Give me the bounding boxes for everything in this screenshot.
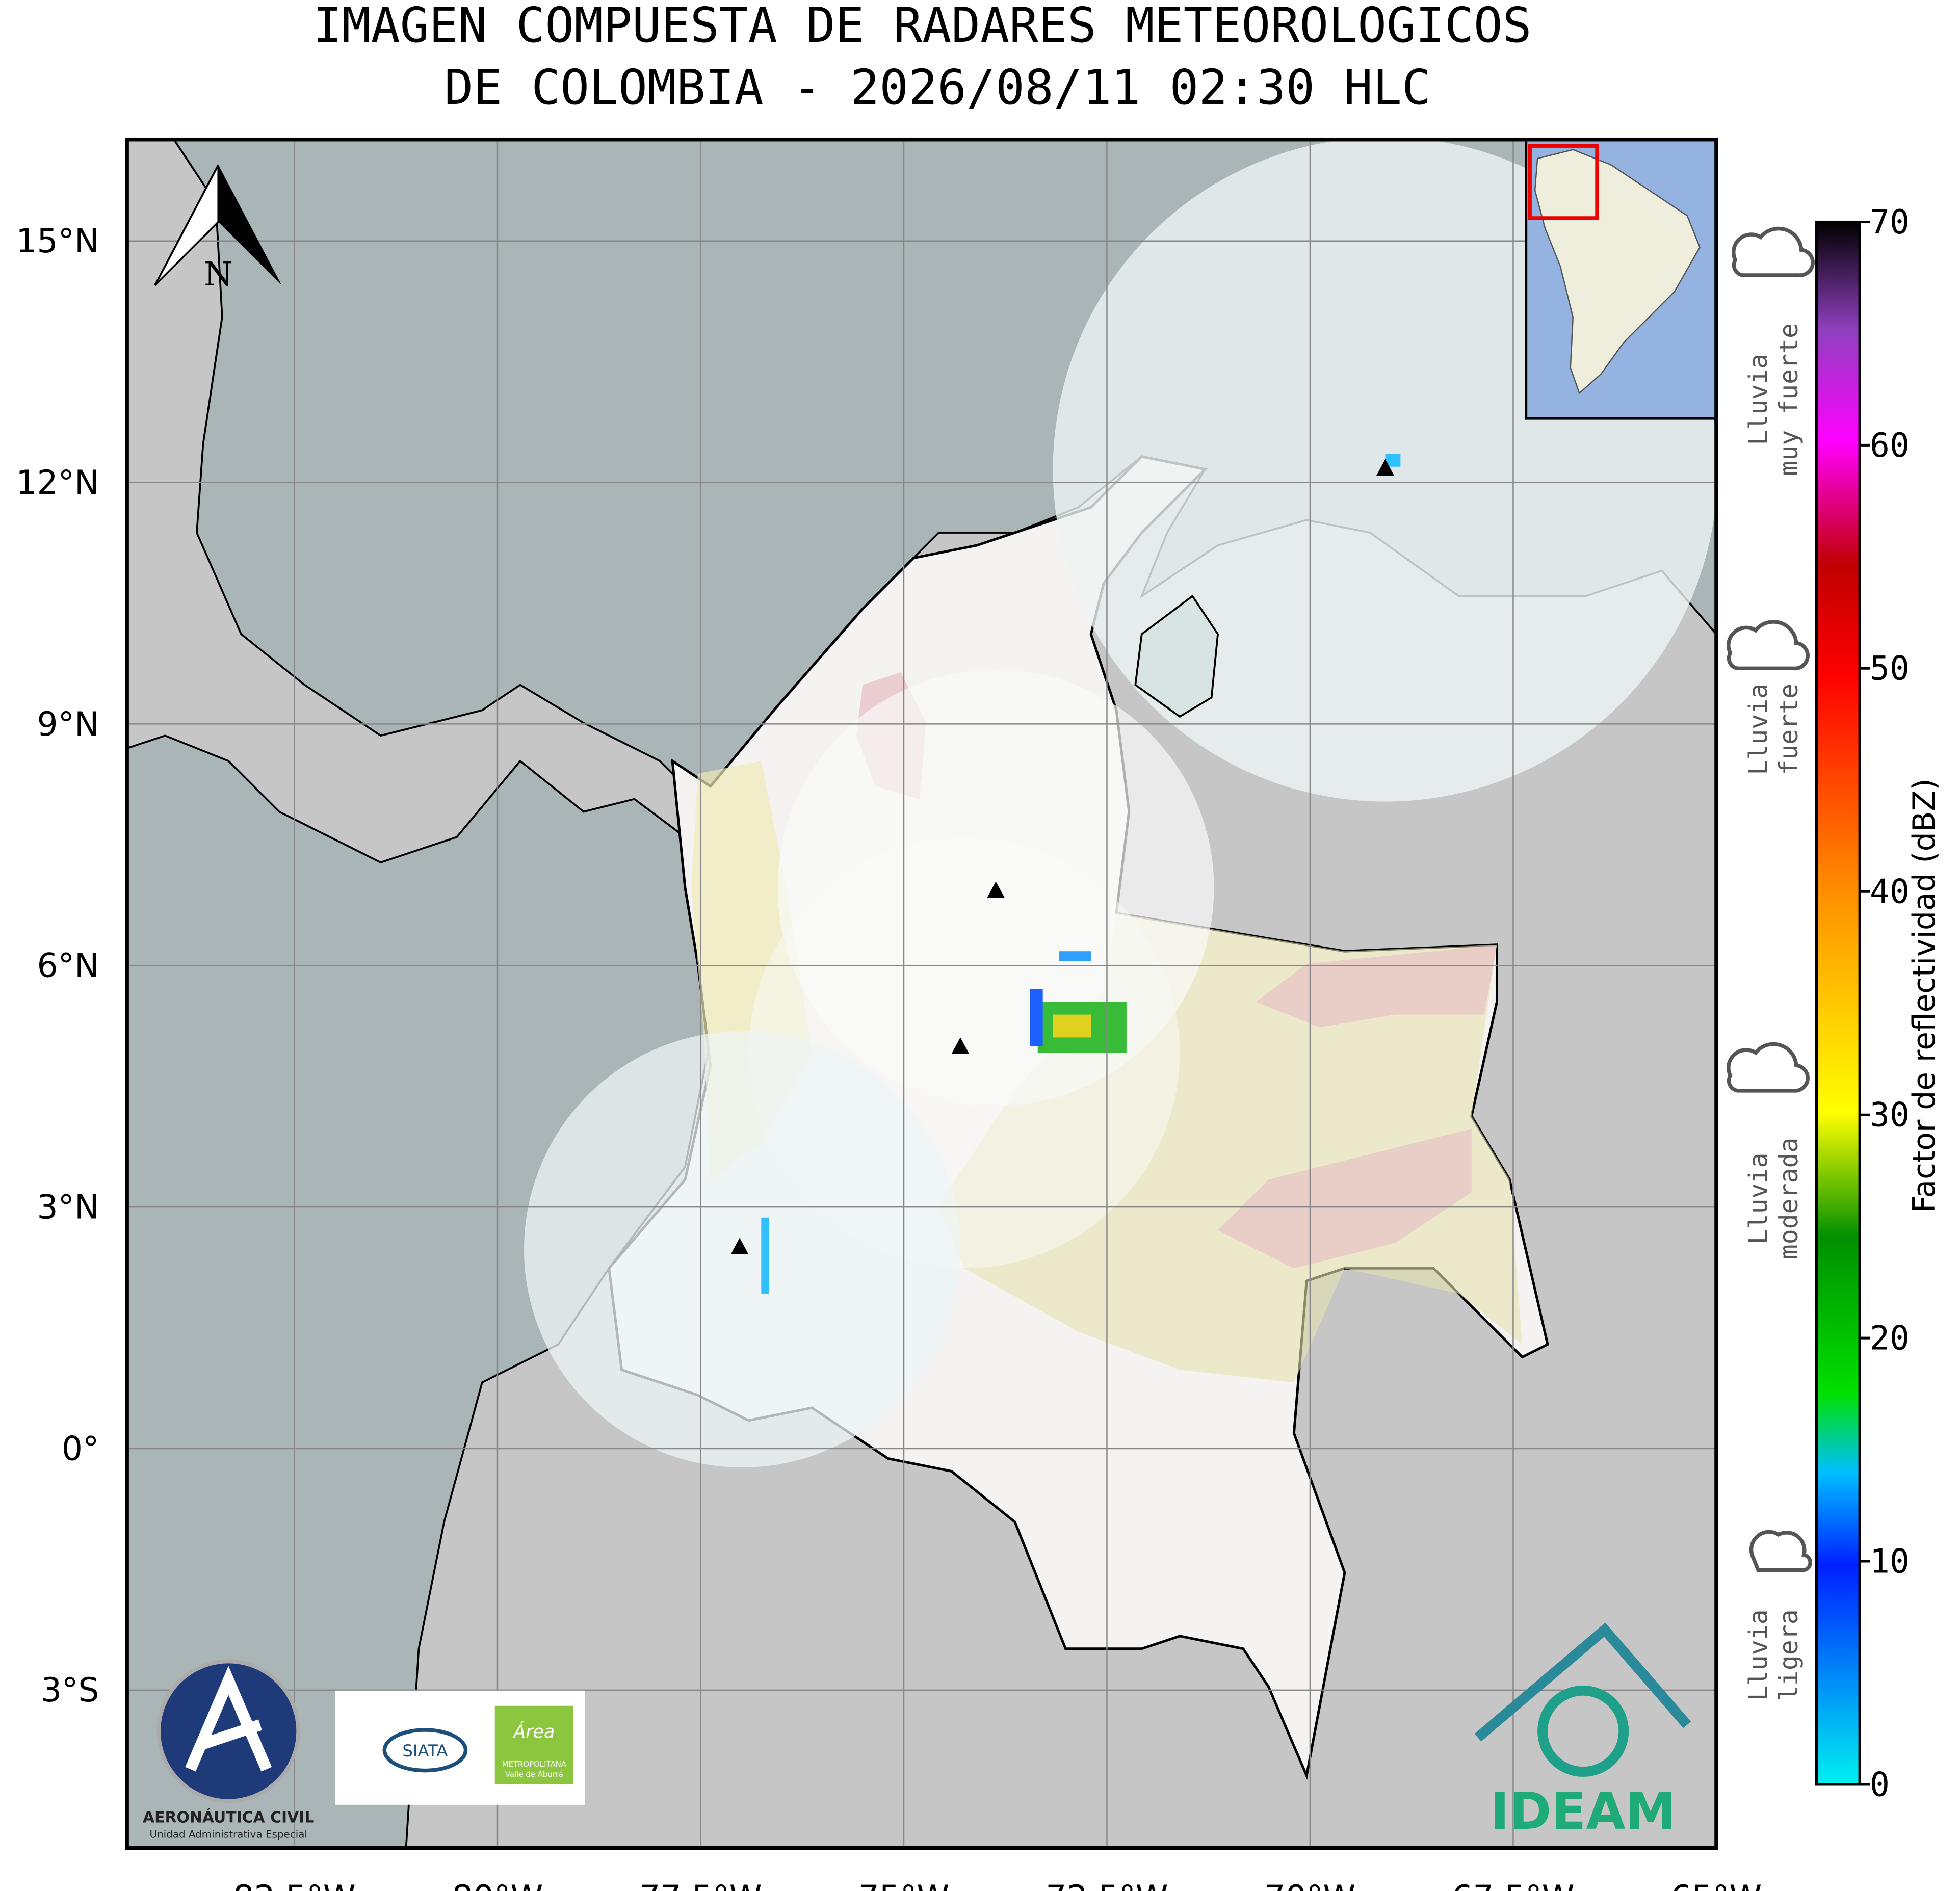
x-tick-label: 77.5°W [639,1879,762,1891]
y-tick-label: 3°N [37,1189,99,1227]
colorbar [1815,220,1861,1786]
colorbar-tick-label: 20 [1870,1320,1910,1358]
colorbar-tick-label: 60 [1870,427,1910,465]
logo-aeronautica: AERONÁUTICA CIVIL Unidad Administrativa … [143,1659,314,1840]
y-tick-label: 3°S [41,1671,99,1710]
inset-land [1534,149,1701,395]
logo-text: SIATA [402,1741,448,1761]
inset-extent [1528,144,1599,220]
logo-text: AERONÁUTICA CIVIL [143,1808,314,1827]
rain-category-label: moderada [1774,1138,1804,1260]
grid [127,139,1716,1848]
axes: 82.5°W 80°W 77.5°W 75°W 72.5°W 70°W 67.5°W 65°W… [16,222,1762,1891]
y-tick-label: 0° [62,1430,99,1468]
colorbar-tick-label: 40 [1870,873,1910,911]
rain-category-label: Lluvia [1743,684,1773,775]
x-tick-label: 70°W [1265,1879,1356,1891]
y-tick-label: 15°N [16,222,99,260]
colorbar-ticks: 0 10 20 30 40 50 60 70 [1860,203,1910,1804]
map-frame [125,137,1718,1850]
rain-category-label: Lluvia [1743,354,1773,445]
logo-text: IDEAM [1491,1782,1676,1841]
x-tick-label: 65°W [1671,1879,1762,1891]
radar-site [730,459,1394,1254]
x-tick-label: 75°W [858,1879,950,1891]
logo-text: Unidad Administrativa Especial [149,1828,307,1840]
logo-text: METROPOLITANA [502,1759,567,1769]
north-label: N [204,255,233,294]
rain-category-label: muy fuerte [1774,323,1804,476]
colorbar-tick-label: 0 [1870,1766,1890,1804]
rain-category-label: fuerte [1774,684,1804,775]
colorbar-tick-label: 30 [1870,1096,1910,1135]
colorbar-tick-label: 70 [1870,203,1910,242]
radar-echo [761,454,1401,1294]
rain-category-label: ligera [1774,1609,1804,1701]
title-line: DE COLOMBIA - 2026/08/11 02:30 HLC [444,60,1430,116]
x-tick-label: 72.5°W [1046,1879,1168,1891]
y-tick-label: 6°N [37,947,99,985]
rain-icons [1727,226,1815,1572]
map-area: N AERONÁUTICA CIVIL Unidad Administrativ… [127,139,1716,1848]
logo-ideam: IDEAM [1474,1622,1691,1841]
rain-category-label: Lluvia [1743,1153,1773,1245]
rain-category-label: Lluvia [1743,1609,1773,1701]
title-line: IMAGEN COMPUESTA DE RADARES METEOROLOGIC… [313,0,1532,54]
colorbar-tick-label: 50 [1870,650,1910,688]
colorbar-tick-label: 10 [1870,1542,1910,1581]
x-tick-label: 67.5°W [1452,1879,1574,1891]
logo-siata-area: SIATA Área METROPOLITANA Valle de Aburrá [335,1690,585,1805]
logo-text: Área [512,1721,555,1742]
x-tick-label: 80°W [452,1879,543,1891]
land-cover [1218,1128,1472,1269]
logo-text: Valle de Aburrá [505,1770,563,1779]
y-tick-label: 12°N [16,464,99,502]
x-tick-label: 82.5°W [233,1879,355,1891]
colorbar-label: Factor de reflectividad (dBZ) [1907,778,1942,1213]
lake [1134,594,1219,718]
y-tick-label: 9°N [37,705,99,744]
